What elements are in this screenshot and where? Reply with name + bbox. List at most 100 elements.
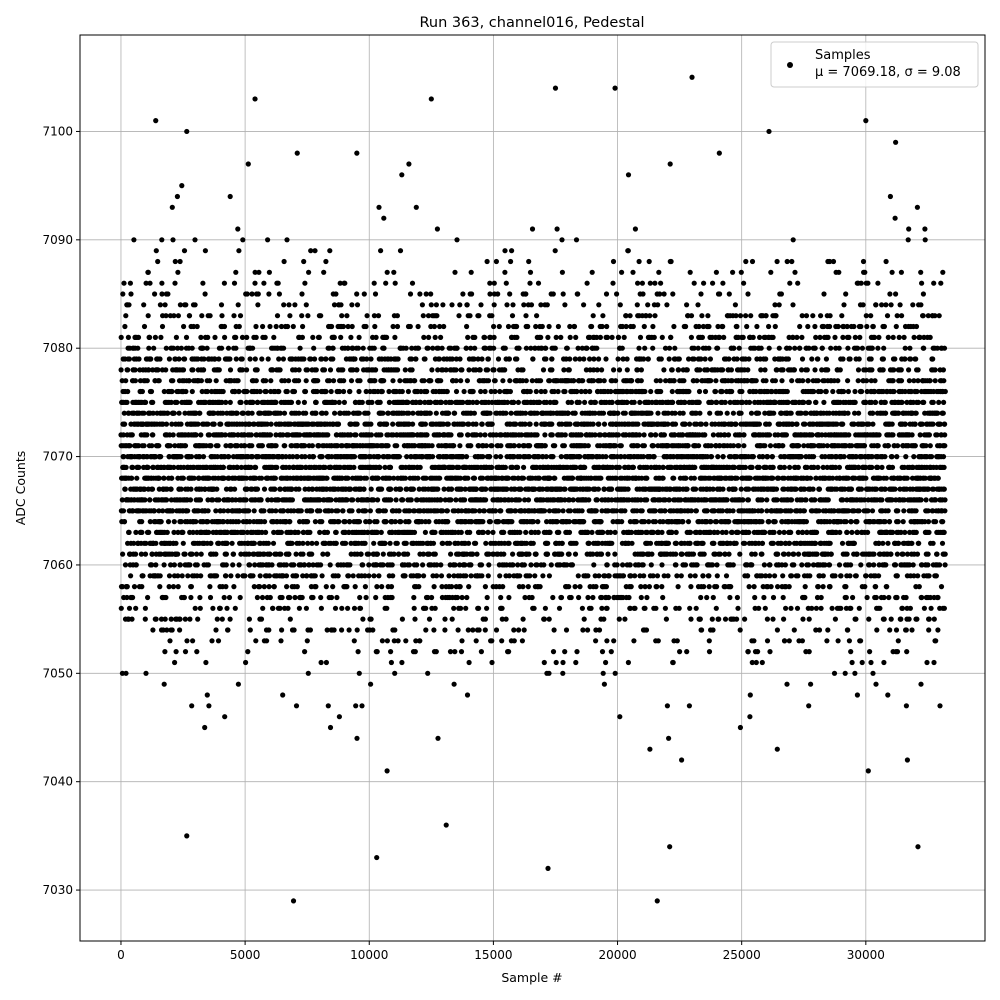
data-point bbox=[191, 475, 197, 481]
data-point bbox=[464, 302, 470, 308]
data-point bbox=[175, 551, 181, 557]
data-point bbox=[507, 291, 513, 297]
data-point bbox=[511, 399, 517, 405]
data-point bbox=[392, 334, 398, 340]
data-point bbox=[561, 443, 568, 449]
data-point bbox=[351, 464, 357, 470]
data-point bbox=[284, 584, 290, 590]
data-point bbox=[546, 616, 552, 622]
data-point bbox=[559, 237, 565, 243]
data-point bbox=[368, 356, 374, 362]
data-point bbox=[286, 378, 292, 384]
data-point bbox=[260, 323, 266, 330]
data-point bbox=[392, 280, 398, 286]
data-point bbox=[457, 302, 463, 308]
data-point bbox=[553, 334, 559, 340]
data-point bbox=[541, 616, 548, 622]
data-point bbox=[178, 519, 184, 525]
data-point bbox=[272, 475, 278, 481]
data-point bbox=[286, 551, 292, 557]
data-point bbox=[373, 334, 379, 340]
data-point bbox=[177, 627, 183, 633]
data-point bbox=[502, 464, 508, 470]
data-point bbox=[148, 356, 154, 362]
data-point bbox=[228, 443, 234, 449]
data-point bbox=[316, 334, 322, 340]
data-point bbox=[250, 399, 256, 405]
data-point bbox=[123, 670, 129, 676]
data-point bbox=[197, 594, 203, 601]
data-point bbox=[197, 497, 204, 503]
data-point bbox=[121, 410, 127, 416]
data-point bbox=[463, 573, 469, 579]
data-point bbox=[206, 529, 212, 536]
data-point bbox=[489, 313, 495, 319]
data-point bbox=[283, 562, 289, 568]
data-point bbox=[213, 378, 219, 384]
data-point bbox=[444, 508, 450, 514]
data-point bbox=[182, 649, 189, 655]
data-point bbox=[552, 443, 558, 449]
data-point bbox=[168, 486, 174, 492]
data-point bbox=[407, 291, 414, 297]
data-point bbox=[336, 714, 342, 720]
data-point bbox=[429, 594, 435, 601]
data-point bbox=[484, 594, 490, 601]
data-point bbox=[259, 475, 265, 481]
data-point bbox=[562, 432, 568, 438]
data-point bbox=[281, 410, 288, 416]
data-point bbox=[392, 519, 398, 525]
data-point bbox=[432, 529, 438, 536]
data-point bbox=[302, 280, 308, 286]
data-point bbox=[233, 269, 239, 275]
data-point bbox=[211, 421, 217, 427]
data-point bbox=[276, 356, 282, 362]
data-point bbox=[133, 605, 139, 611]
data-point bbox=[379, 388, 385, 395]
data-point bbox=[158, 616, 165, 622]
data-point bbox=[452, 410, 458, 416]
data-point bbox=[368, 432, 374, 438]
data-point bbox=[179, 183, 185, 189]
data-point bbox=[175, 345, 181, 351]
data-point bbox=[482, 432, 488, 438]
data-point bbox=[151, 508, 157, 514]
data-point bbox=[310, 594, 316, 601]
data-point bbox=[366, 551, 372, 557]
data-point bbox=[496, 323, 502, 330]
data-point bbox=[150, 627, 156, 633]
data-point bbox=[525, 497, 532, 503]
data-point bbox=[566, 584, 572, 590]
data-point bbox=[377, 464, 383, 470]
data-point bbox=[249, 291, 255, 297]
data-point bbox=[511, 627, 517, 633]
data-point bbox=[563, 627, 570, 633]
data-point bbox=[464, 378, 470, 384]
data-point bbox=[125, 367, 131, 373]
data-point bbox=[302, 649, 308, 655]
data-point bbox=[158, 519, 164, 525]
data-point bbox=[313, 584, 319, 590]
data-point bbox=[552, 248, 558, 254]
data-point bbox=[281, 345, 287, 351]
data-point bbox=[501, 529, 507, 536]
data-point bbox=[519, 638, 526, 644]
data-point bbox=[436, 356, 442, 362]
data-point bbox=[238, 399, 244, 405]
data-point bbox=[277, 367, 283, 373]
data-point bbox=[305, 670, 311, 676]
data-point bbox=[143, 399, 149, 405]
data-point bbox=[347, 562, 353, 568]
data-point bbox=[377, 399, 383, 405]
data-point bbox=[227, 399, 233, 405]
data-point bbox=[421, 334, 427, 340]
data-point bbox=[253, 475, 259, 481]
data-point bbox=[156, 475, 162, 481]
data-point bbox=[428, 291, 434, 297]
data-point bbox=[356, 410, 362, 416]
data-point bbox=[171, 313, 177, 319]
data-point bbox=[376, 573, 382, 579]
data-point bbox=[150, 432, 156, 438]
data-point bbox=[465, 334, 471, 340]
data-point bbox=[514, 334, 520, 340]
